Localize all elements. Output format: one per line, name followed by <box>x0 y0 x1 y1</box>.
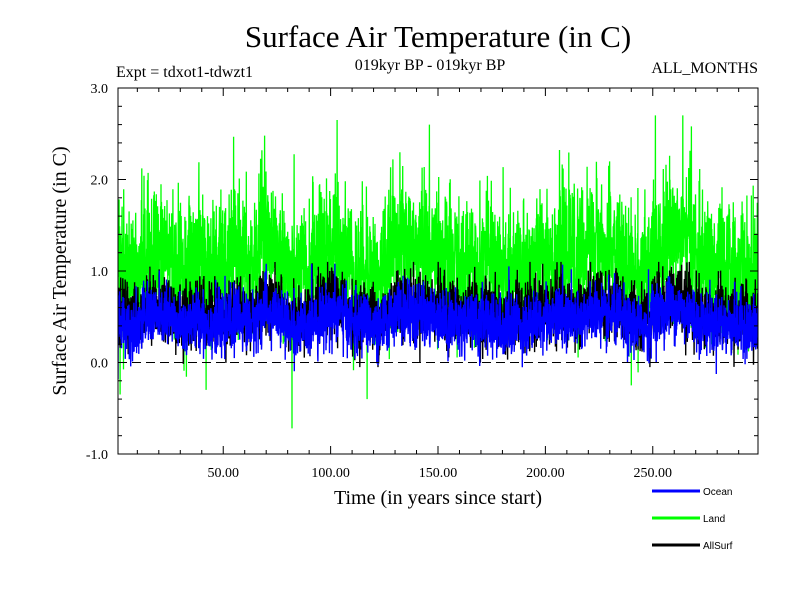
chart-title: Surface Air Temperature (in C) <box>245 19 631 54</box>
months-label: ALL_MONTHS <box>651 60 758 77</box>
x-tick-label: 250.00 <box>634 466 673 481</box>
y-tick-label: 2.0 <box>91 174 109 189</box>
experiment-label: Expt = tdxot1-tdwzt1 <box>116 64 253 81</box>
x-tick-label: 150.00 <box>419 466 458 481</box>
legend: Ocean Land AllSurf <box>652 487 733 552</box>
legend-label-allsurf: AllSurf <box>703 541 733 552</box>
y-axis-label: Surface Air Temperature (in C) <box>49 146 71 395</box>
plot-area <box>118 115 758 429</box>
legend-label-ocean: Ocean <box>703 487 732 498</box>
legend-label-land: Land <box>703 514 725 525</box>
x-tick-label: 100.00 <box>311 466 350 481</box>
x-tick-label: 200.00 <box>526 466 565 481</box>
y-tick-label: 3.0 <box>91 82 109 97</box>
series-line-ocean <box>118 263 758 380</box>
x-axis: 50.00 100.00 150.00 200.00 250.00 <box>136 88 740 481</box>
x-tick-label: 50.00 <box>207 466 239 481</box>
y-axis: -1.0 0.0 1.0 2.0 3.0 <box>86 82 758 463</box>
y-tick-label: 1.0 <box>91 265 109 280</box>
y-tick-label: 0.0 <box>91 357 109 372</box>
x-axis-label: Time (in years since start) <box>334 487 542 509</box>
chart-subtitle: 019kyr BP - 019kyr BP <box>355 57 506 74</box>
y-tick-label: -1.0 <box>86 448 108 463</box>
